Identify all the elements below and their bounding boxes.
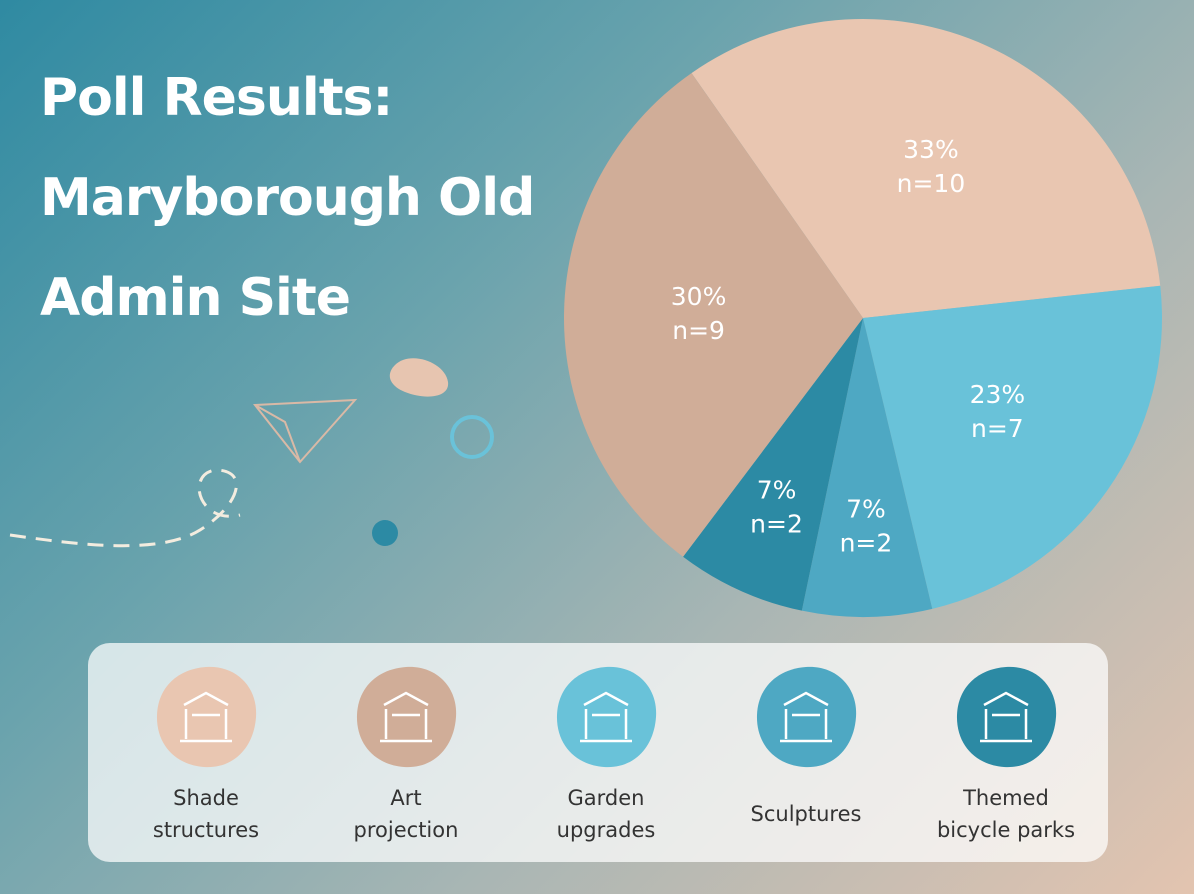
slice-percent: 7% bbox=[757, 476, 797, 505]
legend-label: Shade structures bbox=[106, 781, 306, 847]
icon-blob bbox=[357, 667, 456, 767]
dashed-path bbox=[10, 470, 240, 546]
dot bbox=[372, 520, 398, 546]
slice-count: n=2 bbox=[840, 528, 893, 557]
paper-plane bbox=[255, 400, 355, 462]
icon-blob bbox=[157, 667, 256, 767]
page: 33% n=10 23% n=7 7% n=2 7% n=2 30% n=9 Poll Resul… bbox=[0, 0, 1194, 894]
icon-blob bbox=[557, 667, 656, 767]
legend-item: Garden upgrades bbox=[506, 643, 706, 862]
legend-icon bbox=[954, 665, 1058, 769]
legend-icon bbox=[554, 665, 658, 769]
legend-label: Themed bicycle parks bbox=[906, 781, 1106, 847]
blob bbox=[390, 358, 448, 396]
legend-label: Art projection bbox=[306, 781, 506, 847]
legend-item: Shade structures bbox=[106, 643, 306, 862]
legend-label: Sculptures bbox=[706, 781, 906, 847]
slice-count: n=10 bbox=[897, 169, 966, 198]
slice-percent: 7% bbox=[846, 494, 886, 523]
icon-blob bbox=[957, 667, 1056, 767]
legend-icon bbox=[754, 665, 858, 769]
slice-percent: 23% bbox=[970, 380, 1026, 409]
legend-item: Art projection bbox=[306, 643, 506, 862]
icon-blob bbox=[757, 667, 856, 767]
slice-count: n=2 bbox=[750, 510, 803, 539]
slice-percent: 33% bbox=[903, 135, 959, 164]
slice-count: n=7 bbox=[971, 414, 1024, 443]
legend-icon bbox=[354, 665, 458, 769]
ring bbox=[452, 417, 492, 457]
chart-title: Poll Results: Maryborough Old Admin Site bbox=[40, 48, 580, 348]
slice-count: n=9 bbox=[672, 316, 725, 345]
pie: 33% n=10 23% n=7 7% n=2 7% n=2 30% n=9 bbox=[564, 19, 1162, 617]
legend-item: Themed bicycle parks bbox=[906, 643, 1106, 862]
slice-percent: 30% bbox=[671, 282, 727, 311]
legend-label: Garden upgrades bbox=[506, 781, 706, 847]
legend-item: Sculptures bbox=[706, 643, 906, 862]
legend-icon bbox=[154, 665, 258, 769]
